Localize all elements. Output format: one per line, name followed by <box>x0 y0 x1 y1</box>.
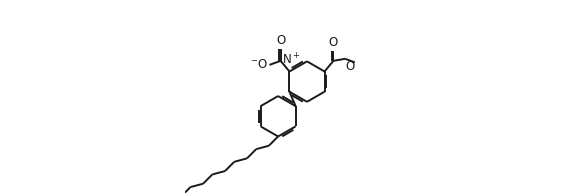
Text: O: O <box>276 34 285 47</box>
Text: O: O <box>346 60 355 73</box>
Text: N$^+$: N$^+$ <box>282 52 301 68</box>
Text: O: O <box>329 36 338 49</box>
Text: $^{-}$O: $^{-}$O <box>250 58 268 71</box>
